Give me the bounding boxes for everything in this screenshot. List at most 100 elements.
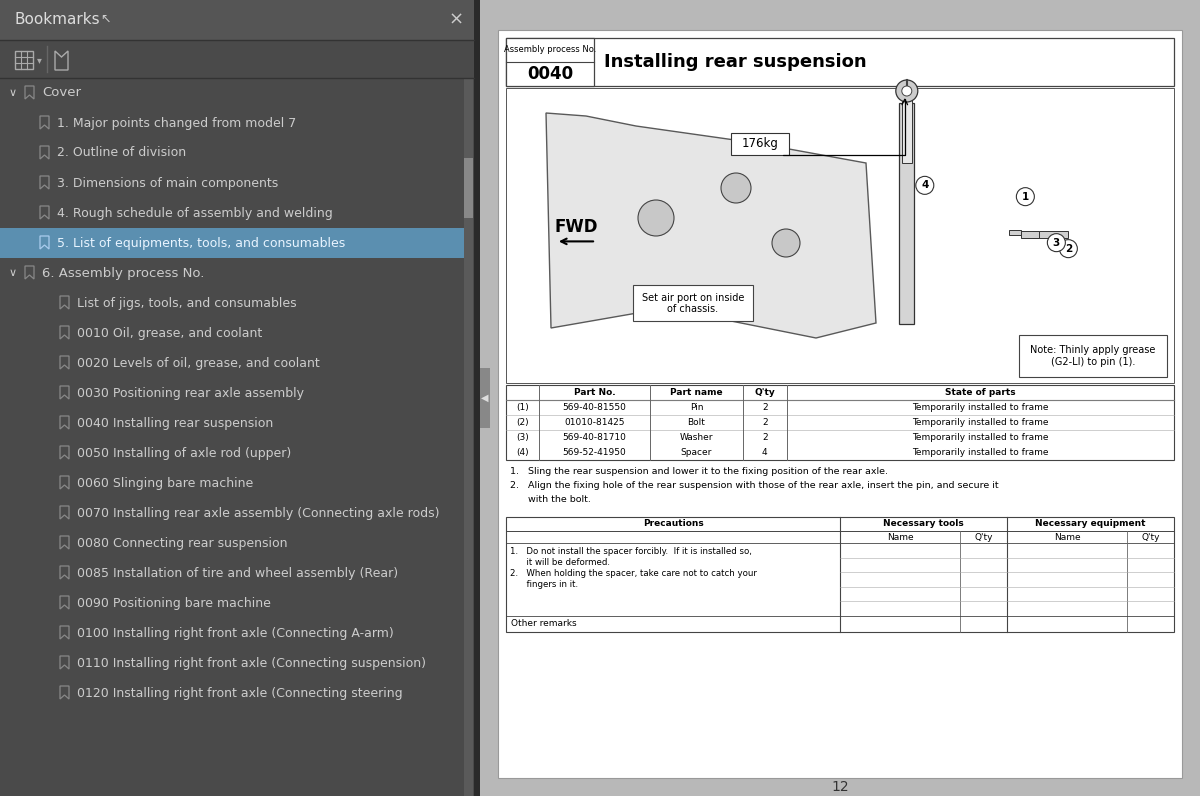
Text: Temporarily installed to frame: Temporarily installed to frame xyxy=(912,448,1049,457)
Circle shape xyxy=(916,177,934,194)
Text: ∨: ∨ xyxy=(8,88,17,98)
Text: Spacer: Spacer xyxy=(680,448,712,457)
Bar xyxy=(480,368,490,428)
Bar xyxy=(1009,230,1021,235)
Text: Temporarily installed to frame: Temporarily installed to frame xyxy=(912,403,1049,412)
Text: 4: 4 xyxy=(922,181,929,190)
Text: 0030 Positioning rear axle assembly: 0030 Positioning rear axle assembly xyxy=(77,387,304,400)
Text: Bookmarks: Bookmarks xyxy=(14,13,101,28)
Text: 1: 1 xyxy=(1021,192,1028,201)
Text: 3. Dimensions of main components: 3. Dimensions of main components xyxy=(58,177,278,189)
Bar xyxy=(1033,231,1068,238)
Text: 1.   Do not install the spacer forcibly.  If it is installed so,: 1. Do not install the spacer forcibly. I… xyxy=(510,547,752,556)
Text: 0040 Installing rear suspension: 0040 Installing rear suspension xyxy=(77,416,274,430)
Text: 2: 2 xyxy=(762,403,768,412)
Text: 12: 12 xyxy=(832,780,848,794)
Bar xyxy=(1019,335,1166,377)
Circle shape xyxy=(902,86,912,96)
Text: ↖: ↖ xyxy=(100,13,110,25)
Text: (2): (2) xyxy=(516,418,529,427)
Text: Cover: Cover xyxy=(42,87,82,100)
Circle shape xyxy=(1016,188,1034,205)
Bar xyxy=(464,78,473,796)
Circle shape xyxy=(1048,234,1066,252)
Text: 0085 Installation of tire and wheel assembly (Rear): 0085 Installation of tire and wheel asse… xyxy=(77,567,398,579)
Bar xyxy=(506,517,1174,632)
Text: Temporarily installed to frame: Temporarily installed to frame xyxy=(912,433,1049,442)
Text: fingers in it.: fingers in it. xyxy=(510,580,578,589)
Text: 0100 Installing right front axle (Connecting A-arm): 0100 Installing right front axle (Connec… xyxy=(77,626,394,639)
Bar xyxy=(1021,231,1039,238)
Bar xyxy=(0,0,474,796)
Text: Necessary equipment: Necessary equipment xyxy=(1036,520,1146,529)
Text: with the bolt.: with the bolt. xyxy=(510,495,590,504)
Text: FWD: FWD xyxy=(554,218,598,236)
Text: 0080 Connecting rear suspension: 0080 Connecting rear suspension xyxy=(77,537,288,549)
Circle shape xyxy=(721,173,751,203)
Text: Note: Thinly apply grease
(G2-LI) to pin (1).: Note: Thinly apply grease (G2-LI) to pin… xyxy=(1031,345,1156,367)
Text: 2.   Align the fixing hole of the rear suspension with those of the rear axle, i: 2. Align the fixing hole of the rear sus… xyxy=(510,481,998,490)
Text: 0020 Levels of oil, grease, and coolant: 0020 Levels of oil, grease, and coolant xyxy=(77,357,319,369)
Text: 0040: 0040 xyxy=(527,65,574,83)
Bar xyxy=(464,158,473,218)
Text: ∨: ∨ xyxy=(8,268,17,278)
Text: 1. Major points changed from model 7: 1. Major points changed from model 7 xyxy=(58,116,296,130)
Polygon shape xyxy=(546,113,876,338)
Text: Necessary tools: Necessary tools xyxy=(883,520,964,529)
Text: (3): (3) xyxy=(516,433,529,442)
Bar xyxy=(506,38,1174,86)
Text: Part name: Part name xyxy=(670,388,722,397)
Text: 6. Assembly process No.: 6. Assembly process No. xyxy=(42,267,204,279)
Circle shape xyxy=(772,229,800,257)
Text: 5. List of equipments, tools, and consumables: 5. List of equipments, tools, and consum… xyxy=(58,236,346,249)
Text: (4): (4) xyxy=(516,448,529,457)
Text: Q'ty: Q'ty xyxy=(1141,533,1160,541)
Bar xyxy=(0,228,464,258)
Text: 2: 2 xyxy=(1064,244,1072,254)
Text: 4: 4 xyxy=(762,448,768,457)
Text: it will be deformed.: it will be deformed. xyxy=(510,558,610,567)
Text: 2. Outline of division: 2. Outline of division xyxy=(58,146,186,159)
Bar xyxy=(498,30,1182,778)
Text: 176kg: 176kg xyxy=(742,136,779,150)
Bar xyxy=(731,133,790,155)
Text: Pin: Pin xyxy=(690,403,703,412)
Text: 1.   Sling the rear suspension and lower it to the fixing position of the rear a: 1. Sling the rear suspension and lower i… xyxy=(510,467,888,476)
Bar xyxy=(634,285,754,322)
Text: Washer: Washer xyxy=(679,433,713,442)
Text: Name: Name xyxy=(887,533,913,541)
Text: ×: × xyxy=(449,11,463,29)
Text: Q'ty: Q'ty xyxy=(974,533,992,541)
Bar xyxy=(480,0,1200,796)
Circle shape xyxy=(895,80,918,102)
Text: 0120 Installing right front axle (Connecting steering: 0120 Installing right front axle (Connec… xyxy=(77,686,403,700)
Text: Other remarks: Other remarks xyxy=(511,619,577,629)
Text: 569-40-81710: 569-40-81710 xyxy=(563,433,626,442)
Text: Temporarily installed to frame: Temporarily installed to frame xyxy=(912,418,1049,427)
Text: 3: 3 xyxy=(1052,238,1060,248)
Text: Precautions: Precautions xyxy=(643,520,703,529)
Bar xyxy=(506,385,1174,460)
Text: (1): (1) xyxy=(516,403,529,412)
Bar xyxy=(0,0,474,40)
Text: ◀: ◀ xyxy=(481,393,488,403)
Bar xyxy=(474,0,480,796)
Bar xyxy=(506,38,594,86)
Text: 2: 2 xyxy=(762,433,768,442)
Text: Part No.: Part No. xyxy=(574,388,616,397)
Text: 2: 2 xyxy=(762,418,768,427)
Text: 0010 Oil, grease, and coolant: 0010 Oil, grease, and coolant xyxy=(77,326,263,340)
Text: Set air port on inside
of chassis.: Set air port on inside of chassis. xyxy=(642,293,744,314)
Text: 569-52-41950: 569-52-41950 xyxy=(563,448,626,457)
Text: 0050 Installing of axle rod (upper): 0050 Installing of axle rod (upper) xyxy=(77,447,292,459)
Text: Assembly process No.: Assembly process No. xyxy=(504,45,596,54)
Text: Q'ty: Q'ty xyxy=(755,388,775,397)
Text: 01010-81425: 01010-81425 xyxy=(564,418,625,427)
Text: 0110 Installing right front axle (Connecting suspension): 0110 Installing right front axle (Connec… xyxy=(77,657,426,669)
Circle shape xyxy=(1060,240,1078,258)
Bar xyxy=(899,103,914,324)
Text: 0070 Installing rear axle assembly (Connecting axle rods): 0070 Installing rear axle assembly (Conn… xyxy=(77,506,439,520)
Text: State of parts: State of parts xyxy=(944,388,1015,397)
Text: Bolt: Bolt xyxy=(688,418,706,427)
Text: 2.   When holding the spacer, take care not to catch your: 2. When holding the spacer, take care no… xyxy=(510,569,757,578)
